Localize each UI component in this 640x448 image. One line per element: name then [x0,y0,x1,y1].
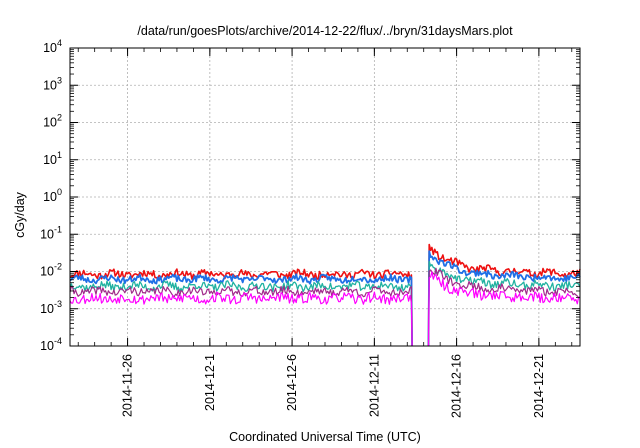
series-line-5 [427,271,581,347]
chart-title: /data/run/goesPlots/archive/2014-12-22/f… [137,24,513,38]
series-line-5 [69,291,413,347]
x-tick-label: 2014-11-26 [121,354,135,417]
y-tick-label: 103 [43,75,62,92]
x-tick-label: 2014-12-16 [450,354,464,418]
grid-lines [70,48,580,346]
x-tick-label: 2014-12-11 [367,354,381,417]
series-line-2 [69,273,413,347]
series-lines [69,243,581,347]
x-tick-label: 2014-12-6 [285,354,299,411]
x-tick-label: 2014-12-21 [532,354,546,418]
y-axis-label: cGy/day [13,191,27,238]
x-tick-labels: 2014-11-26 2014-12-1 2014-12-6 2014-12-11 20… [121,354,546,418]
y-tick-label: 100 [43,187,62,204]
y-tick-label: 101 [43,150,62,167]
y-tick-label: 102 [43,113,62,130]
x-tick-label: 2014-12-1 [203,354,217,411]
y-tick-label: 10-4 [40,336,62,353]
series-line-2 [427,250,581,347]
series-line-1 [427,243,581,347]
y-tick-labels: 10-4 10-3 10-2 10-1 100 101 102 103 104 [40,38,62,353]
series-line-3 [69,280,413,347]
x-axis-label: Coordinated Universal Time (UTC) [229,430,421,444]
y-tick-label: 10-2 [40,262,62,279]
series-line-1 [69,268,413,347]
y-tick-label: 104 [43,38,62,55]
y-tick-label: 10-3 [40,299,62,316]
axis-ticks [70,47,580,347]
y-tick-label: 10-1 [40,224,62,241]
